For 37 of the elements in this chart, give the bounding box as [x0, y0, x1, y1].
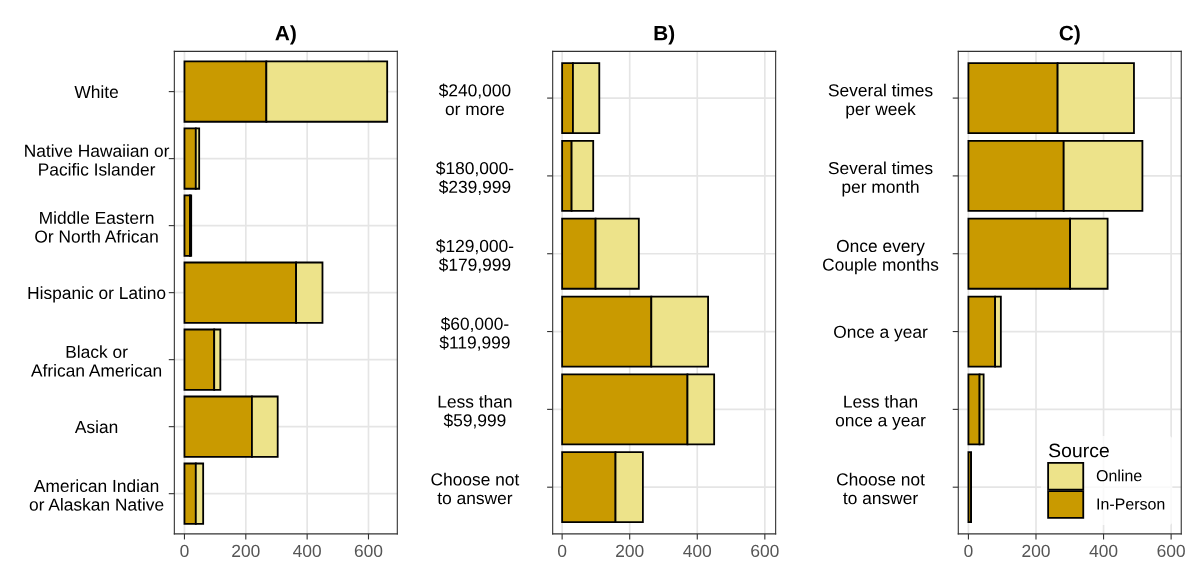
x-tick-label: 400 — [293, 544, 321, 558]
y-tick-label: Less than once a year — [835, 394, 926, 430]
legend-title: Source — [1049, 443, 1109, 458]
y-tick-label: Native Hawaiian or Pacific Islander — [25, 144, 170, 176]
y-tick-label: Asian — [74, 420, 118, 434]
x-tick-label: 0 — [557, 544, 567, 558]
x-tick-label: 400 — [683, 544, 712, 558]
chart-title: B) — [654, 25, 675, 45]
y-tick-label: Less than $59,999 — [438, 394, 512, 429]
y-tick-label: Middle Eastern Or North African — [35, 211, 158, 243]
x-tick-label: 0 — [180, 544, 189, 558]
y-tick-label: $180,000- $239,999 — [435, 161, 514, 196]
y-tick-label: $60,000- $119,999 — [439, 316, 510, 351]
legend-label: Online — [1096, 469, 1142, 482]
y-tick-label: White — [74, 85, 118, 99]
x-tick-label: 0 — [964, 544, 973, 558]
legend-label: In-Person — [1097, 498, 1165, 510]
y-tick-label: $129,000- $179,999 — [435, 239, 514, 273]
y-tick-label: $240,000 or more — [438, 83, 511, 116]
chart-title: C) — [1059, 25, 1080, 45]
y-tick-label: Once a year — [834, 325, 928, 342]
y-tick-label: Black or African American — [30, 345, 162, 377]
x-tick-label: 200 — [616, 544, 644, 558]
y-tick-label: American Indian or Alaskan Native — [29, 479, 164, 511]
x-tick-label: 400 — [1089, 544, 1118, 558]
y-tick-label: Several times per month — [828, 161, 933, 197]
y-tick-label: Choose not to answer — [431, 472, 520, 505]
chart-title: A) — [275, 25, 296, 45]
y-tick-label: Choose not to answer — [837, 472, 925, 505]
x-tick-label: 200 — [232, 544, 260, 558]
x-tick-label: 600 — [1157, 544, 1185, 558]
y-tick-label: Once every Couple months — [823, 239, 939, 275]
x-tick-label: 600 — [751, 544, 779, 558]
y-tick-label: Several times per week — [828, 83, 933, 119]
x-tick-label: 600 — [354, 544, 383, 558]
y-tick-label: Hispanic or Latino — [28, 286, 166, 303]
x-tick-label: 200 — [1022, 544, 1050, 558]
